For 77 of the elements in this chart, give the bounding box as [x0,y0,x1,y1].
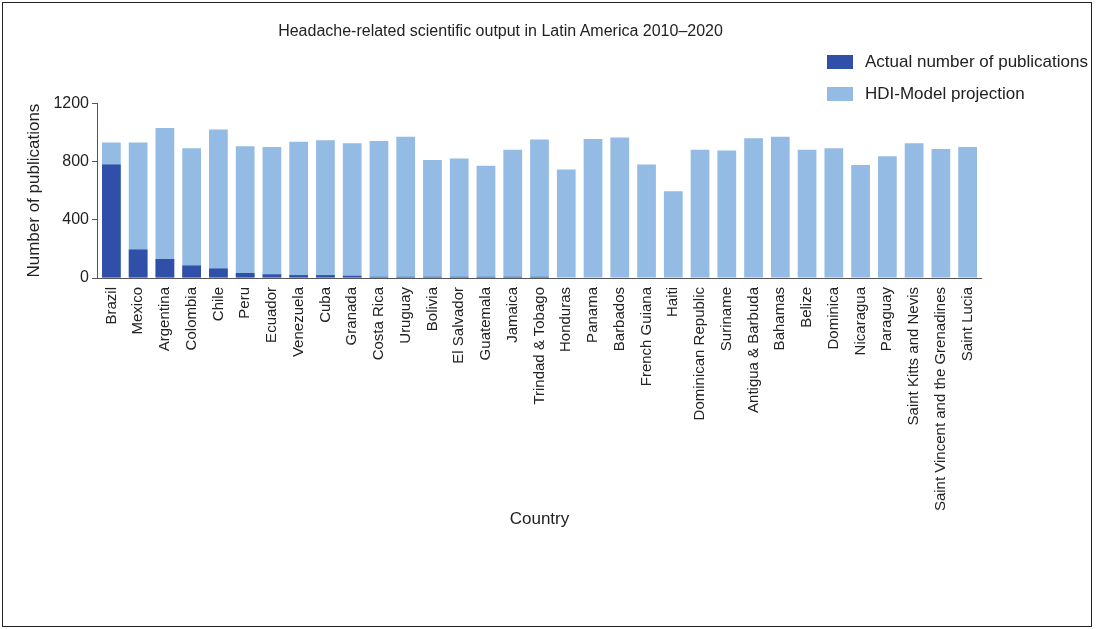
bar [770,136,790,278]
x-tick-label: El Salvador [449,287,467,364]
x-tick-label: Colombia [181,286,199,351]
bar [155,259,175,278]
bar [503,149,523,278]
x-tick-label: Cuba [315,286,333,323]
bar [342,143,362,278]
bar [316,140,335,278]
bar [556,169,576,278]
y-tick-label: 400 [62,210,90,228]
bar [904,143,924,278]
x-tick-label: Venezuela [288,286,306,358]
x-tick-label: Uruguay [395,286,413,344]
x-tick-label: Ecuador [262,287,280,343]
x-tick-label: Granada [342,286,360,346]
bar [423,160,442,278]
x-tick-label: Bahamas [770,287,788,351]
bar [610,137,630,278]
x-tick-label: Bolivia [422,286,440,332]
bar [824,148,844,278]
x-tick-label: Dominican Republic [690,286,708,421]
bar [797,149,817,278]
bar [316,275,335,278]
bar [637,164,656,278]
bar [396,136,416,278]
x-tick-label: Peru [235,287,253,319]
chart-title: Headache-related scientific output in Latin America 2010–2020 [278,22,723,40]
bar [209,268,228,278]
bar [530,139,549,278]
x-tick-label: French Guiana [636,286,654,387]
x-tick-label: Costa Rica [369,286,387,361]
x-tick-label: Saint Vincent and the Grenadines [931,287,948,512]
bar [744,138,763,278]
y-tick-label: 800 [62,151,90,169]
bar [182,265,202,278]
x-tick-label: Panama [583,286,601,343]
x-tick-label: Paraguay [877,286,895,352]
y-tick-label: 0 [80,268,90,286]
bar [690,149,710,278]
bar [931,149,951,278]
x-tick-label: Barbados [609,287,627,352]
x-tick-label: Belize [797,287,815,328]
y-tick-label: 1200 [53,93,90,111]
bar [583,138,603,278]
x-tick-label: Honduras [556,287,574,353]
legend-label: Actual number of publications [864,52,1088,72]
bar [369,141,389,278]
x-tick-label: Guatemala [476,286,494,361]
x-tick-label: Nicaragua [850,286,868,356]
x-tick-label: Saint Kitts and Nevis [904,287,922,426]
x-tick-label: Suriname [716,287,734,352]
y-axis-title: Number of publications [23,103,43,278]
x-tick-label: Argentina [155,286,173,352]
legend-label: HDI-Model projection [864,84,1025,104]
bar [717,150,737,278]
bar [128,249,148,278]
x-tick-label: Mexico [128,287,146,335]
bar [958,146,977,278]
x-tick-label: Trindad & Tobago [529,287,547,405]
bar [449,158,469,278]
bar [851,165,870,278]
x-tick-label: Chile [208,287,226,322]
bar [289,275,309,278]
x-tick-label: Saint Lucia [957,286,975,362]
bar [289,141,309,278]
x-tick-label: Jamaica [502,286,520,343]
x-axis-title: Country [509,509,570,529]
x-tick-label: Dominica [823,286,841,350]
x-tick-label: Antigua & Barbuda [743,286,761,413]
bar [663,191,683,278]
bar [235,272,255,278]
bar [877,156,897,278]
x-tick-label: Brazil [101,287,119,325]
bar [476,165,496,278]
bar [262,274,282,278]
bar [102,164,121,278]
x-tick-label: Haiti [663,287,681,318]
